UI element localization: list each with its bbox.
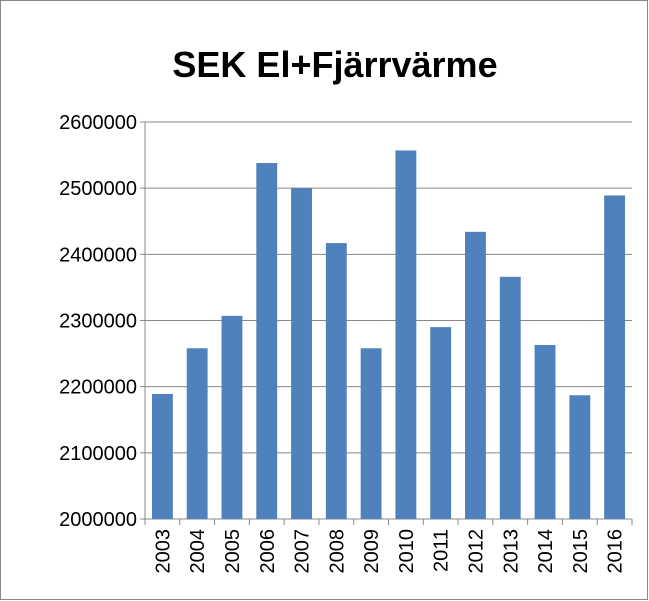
- y-tick-label: 2000000: [59, 509, 137, 531]
- x-tick-label: 2010: [396, 529, 418, 574]
- y-tick-label: 2500000: [59, 178, 137, 200]
- bar: [499, 276, 521, 519]
- x-tick-label: 2013: [500, 529, 522, 574]
- x-tick-label: 2009: [361, 529, 383, 574]
- x-tick-label: 2016: [605, 529, 627, 574]
- bar: [151, 393, 173, 519]
- bar: [360, 348, 382, 519]
- bar: [256, 163, 278, 520]
- bar: [221, 315, 243, 519]
- bar: [325, 243, 347, 519]
- bar: [430, 327, 452, 519]
- bar: [291, 188, 312, 519]
- x-tick-label: 2005: [222, 529, 244, 574]
- y-tick-label: 2300000: [59, 311, 137, 333]
- x-tick-label: 2003: [152, 529, 174, 574]
- x-tick-label: 2012: [465, 529, 487, 574]
- x-tick-label: 2007: [292, 529, 314, 574]
- x-tick-label: 2011: [431, 529, 453, 572]
- bar: [395, 150, 417, 519]
- x-tick-label: 2015: [570, 529, 592, 574]
- bar: [534, 344, 556, 519]
- chart-title: SEK El+Fjärrvärme: [172, 44, 497, 85]
- bar: [569, 395, 591, 519]
- x-tick-label: 2008: [326, 529, 348, 574]
- x-tick-label: 2006: [257, 529, 279, 574]
- x-tick-label: 2014: [535, 529, 557, 574]
- bar: [604, 195, 626, 519]
- y-tick-label: 2200000: [59, 377, 137, 399]
- y-tick-label: 2400000: [59, 244, 137, 266]
- bar: [465, 231, 486, 519]
- y-tick-label: 2100000: [59, 443, 137, 465]
- bar: [186, 348, 208, 519]
- x-tick-label: 2004: [187, 529, 209, 574]
- y-tick-label: 2600000: [59, 112, 137, 134]
